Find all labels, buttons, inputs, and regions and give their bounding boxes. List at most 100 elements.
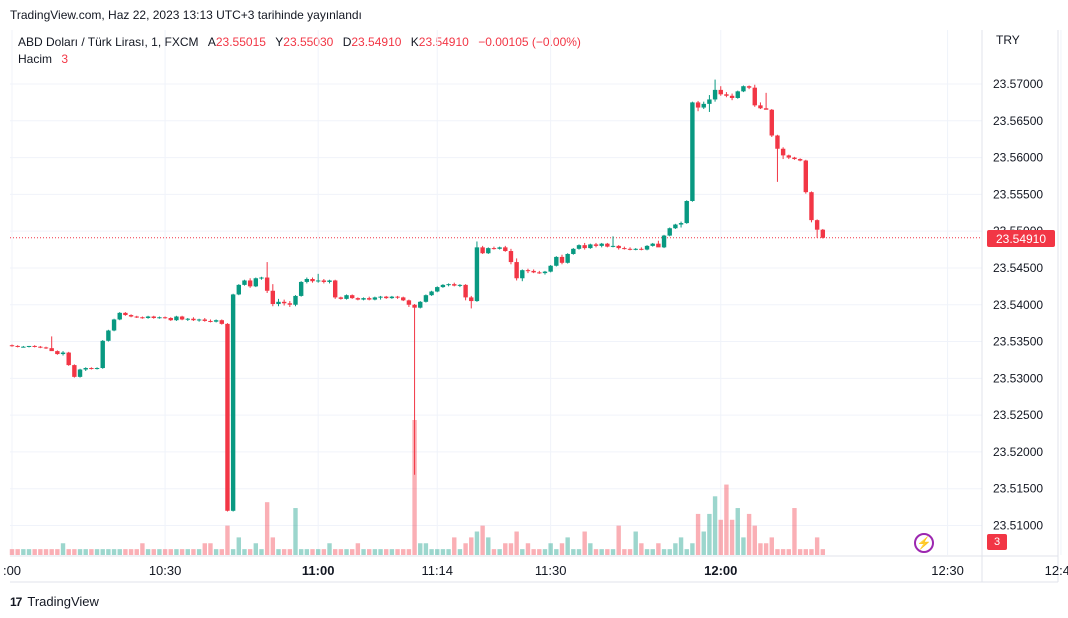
candle-body (66, 352, 71, 366)
volume-bar (446, 549, 451, 555)
candle-body (219, 320, 224, 324)
high-label: Y (275, 35, 284, 49)
candle-body (32, 345, 37, 347)
lightning-icon[interactable]: ⚡ (914, 533, 934, 553)
volume-bar (117, 549, 122, 555)
y-tick-label: 23.54000 (993, 298, 1043, 312)
x-tick-label: :00 (3, 563, 21, 578)
candle-body (287, 303, 293, 305)
volume-bar (554, 549, 559, 555)
volume-bar (128, 549, 134, 555)
candle-body (94, 368, 100, 370)
candle-body (72, 365, 77, 377)
volume-bar (605, 549, 610, 555)
volume-bar (287, 549, 293, 555)
candle-body (174, 316, 179, 321)
candle-body (650, 243, 655, 246)
candle-body (537, 272, 542, 274)
candle-body (429, 291, 434, 296)
close-label: K (410, 35, 419, 49)
candle-body (55, 351, 60, 355)
candle-body (196, 319, 202, 321)
volume-bar (395, 549, 400, 555)
volume-bar (650, 549, 655, 555)
candle-body (327, 280, 332, 282)
candle-body (707, 99, 712, 104)
candle-body (554, 256, 559, 266)
candle-body (746, 86, 752, 88)
change-value: −0.00105 (−0.00%) (478, 35, 581, 49)
volume-bar (123, 549, 128, 555)
candle-body (724, 94, 729, 96)
volume-bar (49, 549, 54, 555)
volume-bar (168, 549, 173, 555)
candle-body (355, 298, 361, 300)
candle-body (191, 318, 196, 321)
y-tick-label: 23.54500 (993, 261, 1043, 275)
volume-bar (361, 549, 366, 555)
symbol-name[interactable]: ABD Doları / Türk Lirası, 1, FXCM (18, 35, 199, 49)
candle-body (264, 277, 270, 291)
candle-body (463, 284, 468, 298)
volume-bar (701, 531, 706, 555)
candle-body (769, 109, 774, 136)
candle-body (610, 245, 616, 247)
volume-bar (185, 549, 190, 555)
candle-body (690, 102, 695, 201)
volume-bar (378, 549, 383, 555)
candle-body (531, 270, 536, 273)
candle-body (486, 248, 491, 254)
candle-body (384, 296, 389, 299)
candle-body (157, 317, 162, 319)
volume-bar (111, 549, 117, 555)
candle-body (270, 290, 276, 305)
candle-body (106, 330, 111, 341)
candle-body (100, 340, 105, 369)
volume-bar (389, 549, 395, 555)
volume-bar (418, 543, 423, 555)
candle-body (605, 243, 610, 247)
candle-body (253, 278, 259, 287)
candle-body (293, 295, 298, 305)
volume-bar (639, 543, 644, 555)
volume-bar (633, 531, 638, 555)
candle-body (123, 312, 128, 316)
volume-legend: Hacim 3 (18, 52, 68, 66)
volume-label[interactable]: Hacim (18, 52, 53, 66)
candle-body (752, 87, 757, 106)
currency-label[interactable]: TRY (996, 33, 1020, 47)
candle-body (678, 223, 684, 225)
volume-bar (94, 549, 100, 555)
candle-body (469, 297, 474, 302)
candle-body (452, 284, 457, 286)
volume-bar (162, 549, 168, 555)
candle-body (639, 248, 644, 250)
volume-bar (780, 549, 786, 555)
candle-body (128, 315, 134, 317)
candle-body (803, 160, 808, 193)
volume-bar (213, 549, 219, 555)
volume-bar (571, 549, 576, 555)
candle-body (21, 346, 26, 348)
volume-bar (724, 484, 729, 555)
candle-body (644, 245, 650, 250)
volume-bar (582, 531, 587, 555)
candle-body (667, 228, 672, 236)
volume-bar (690, 543, 695, 555)
volume-bar (384, 549, 389, 555)
volume-bar (542, 549, 548, 555)
footer-brand[interactable]: 17 TradingView (10, 594, 99, 609)
candle-body (43, 347, 49, 349)
volume-bar (236, 537, 241, 555)
y-tick-label: 23.52000 (993, 445, 1043, 459)
candle-body (508, 251, 514, 263)
candle-body (792, 157, 797, 160)
candle-body (230, 294, 236, 511)
volume-bar (310, 549, 315, 555)
candle-body (236, 284, 241, 295)
x-tick-label: 11:30 (535, 563, 567, 578)
volume-bar (661, 549, 667, 555)
candle-body (701, 103, 706, 108)
candle-body (247, 280, 253, 287)
